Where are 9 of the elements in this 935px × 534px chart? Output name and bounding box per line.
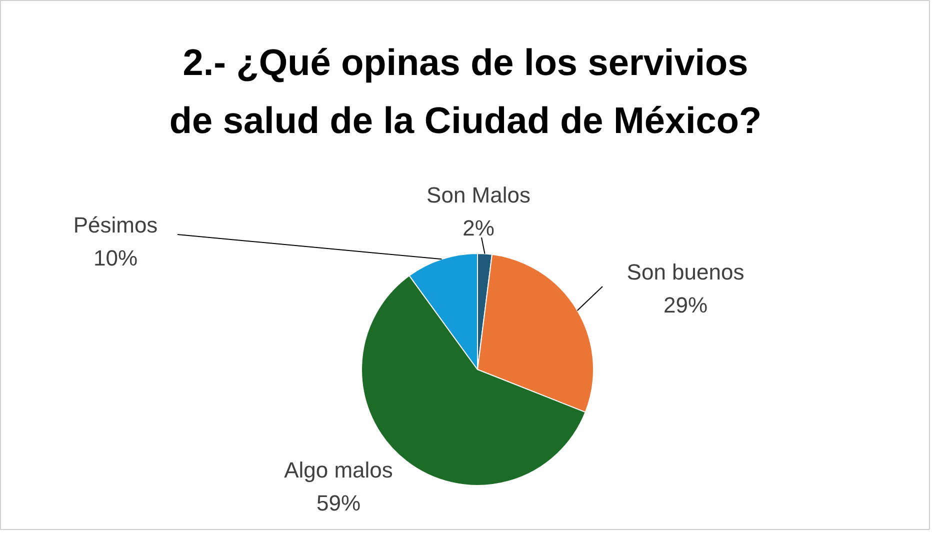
- data-label: 2%: [462, 215, 494, 240]
- slice-label: Algo malos: [284, 458, 393, 483]
- data-label: 29%: [663, 292, 708, 318]
- data-label: 10%: [93, 245, 138, 270]
- slice-label: Son Malos: [426, 182, 530, 208]
- data-label: 59%: [316, 490, 361, 516]
- slice-label: Pésimos: [73, 212, 158, 238]
- slice-label: Son buenos: [626, 260, 744, 285]
- chart-title: 2.- ¿Qué opinas de los servivios de salud de la Ciudad de México?: [169, 42, 762, 141]
